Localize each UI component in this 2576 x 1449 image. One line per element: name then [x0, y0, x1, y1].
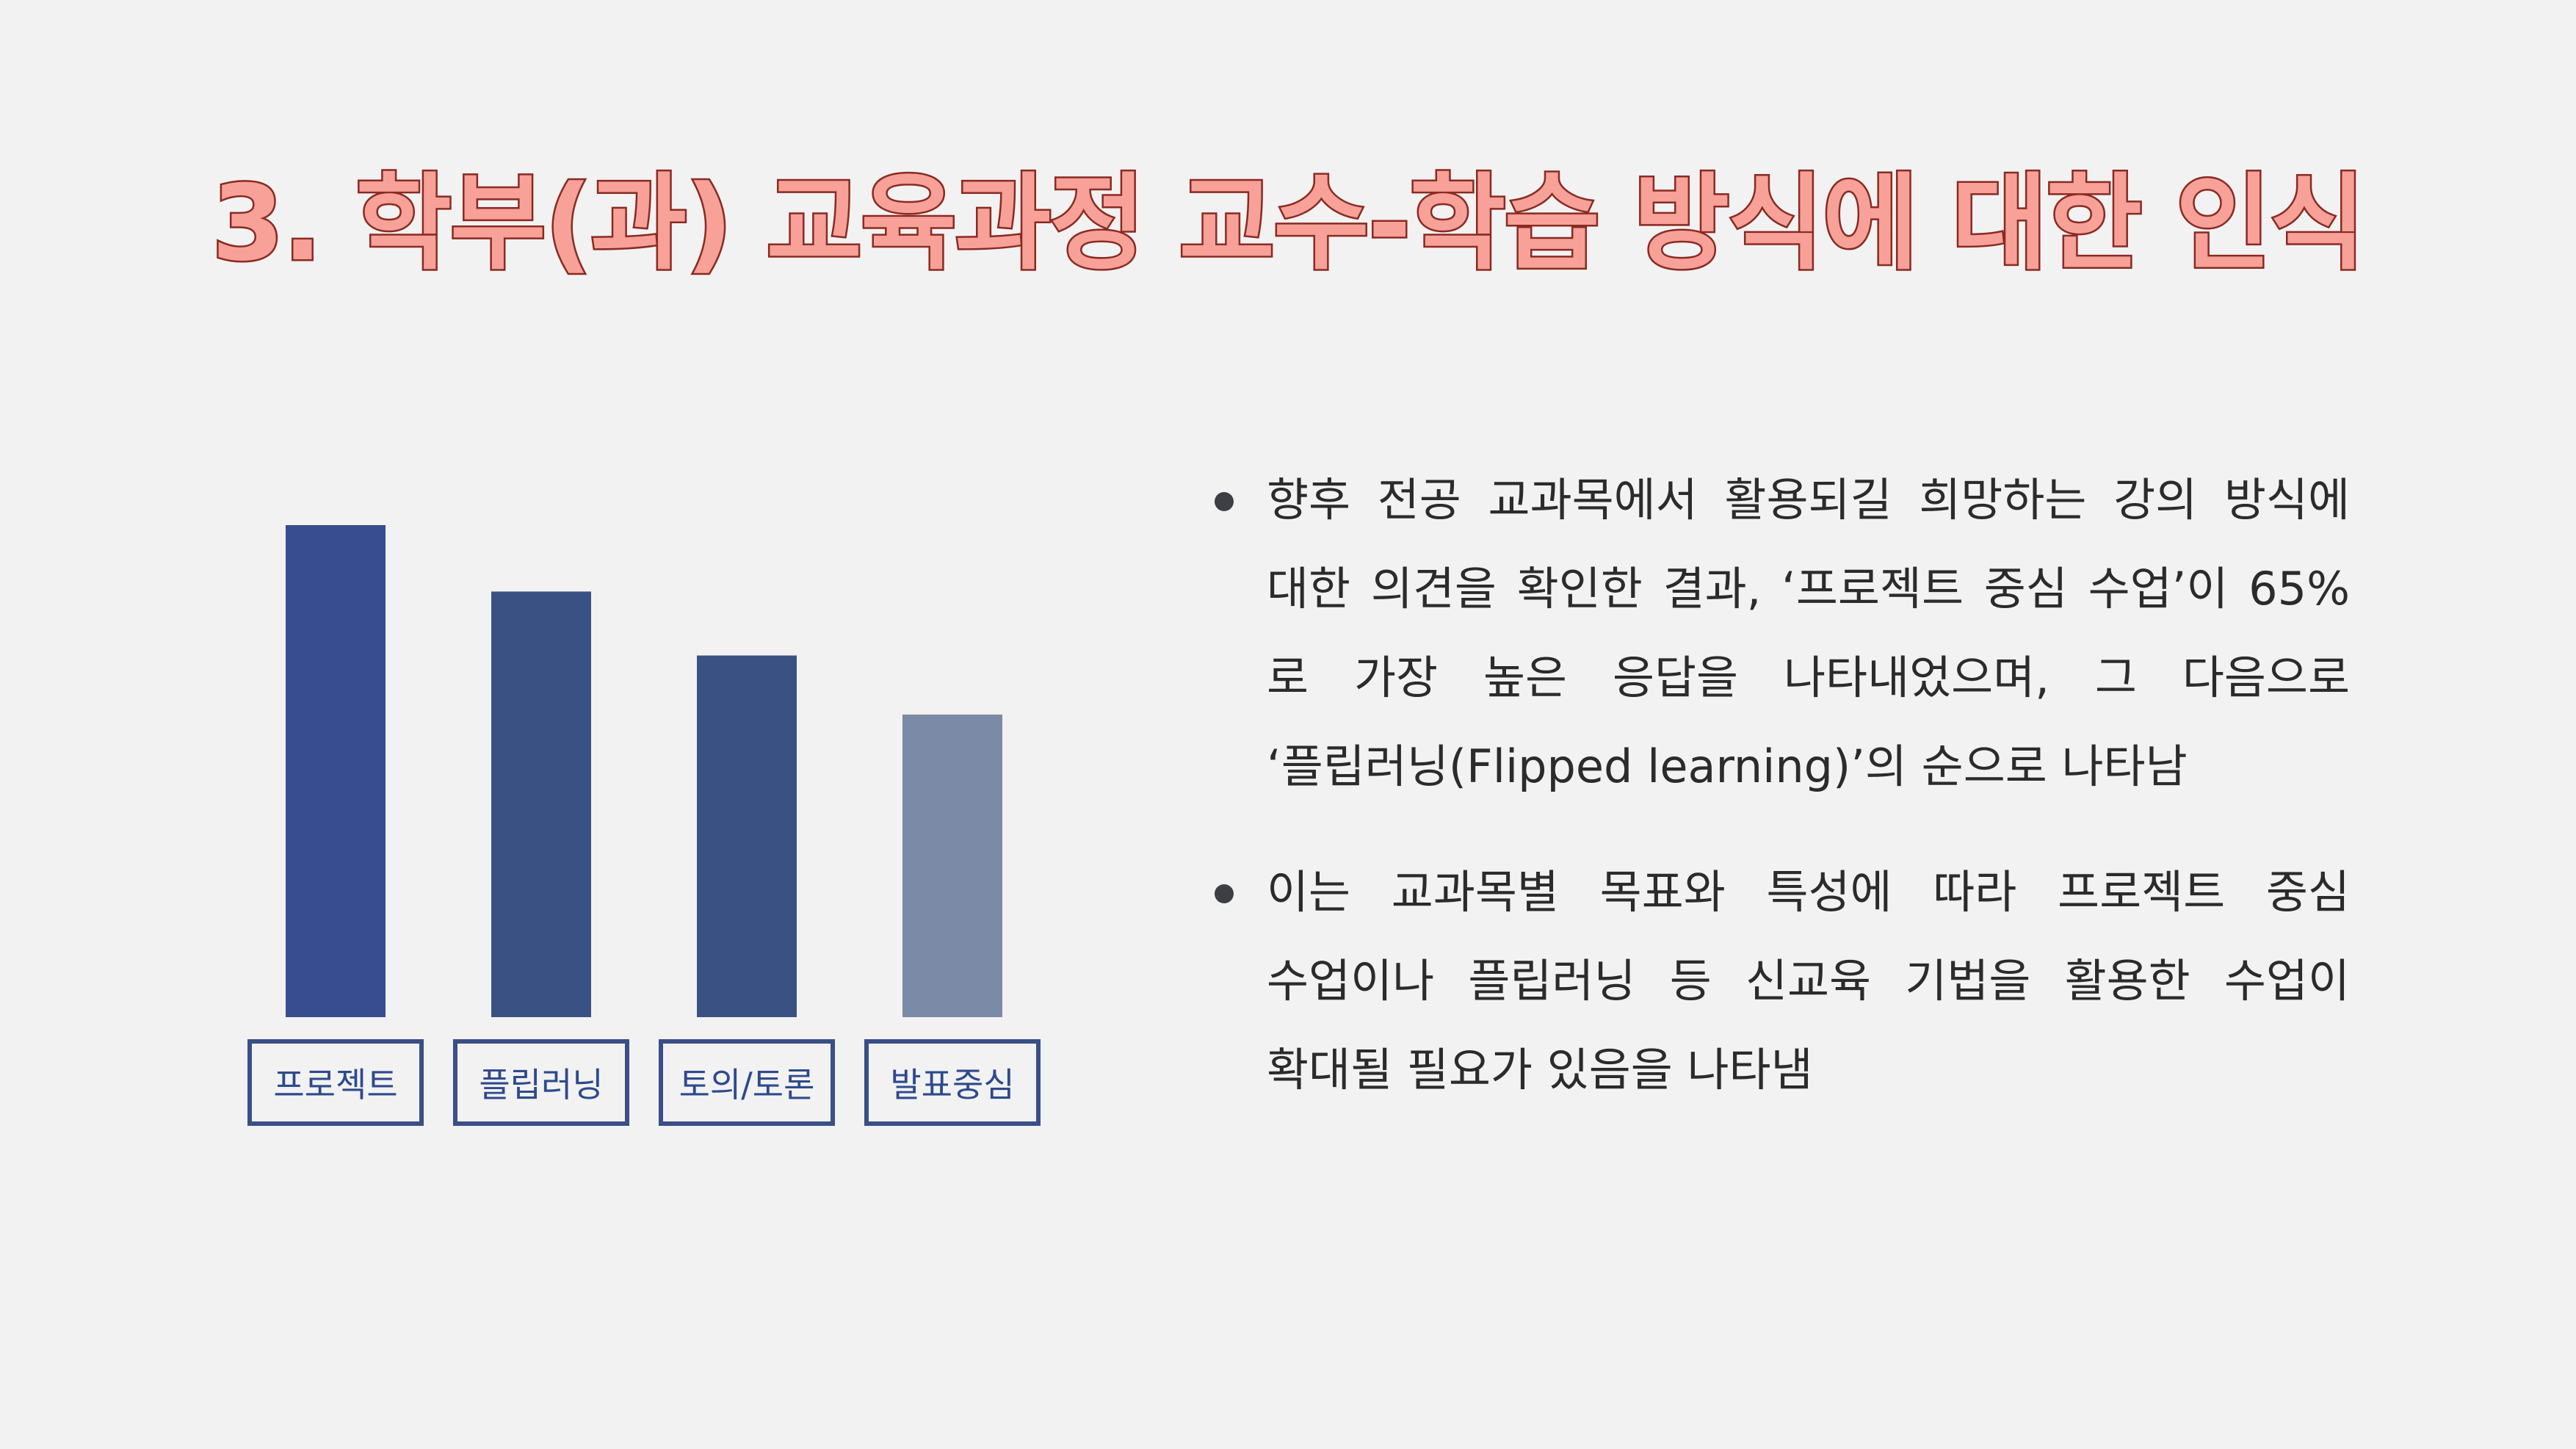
bar-4 [902, 714, 1002, 1017]
bar-1 [286, 525, 386, 1017]
page-title: 3. 학부(과) 교육과정 교수-학습 방식에 대한 인식 [210, 162, 2368, 286]
bullet-dot-icon [1215, 492, 1234, 511]
bullet-item-1: 향후 전공 교과목에서 활용되길 희망하는 강의 방식에 대한 의견을 확인한 … [1204, 455, 2350, 811]
category-label-1: 프로젝트 [247, 1039, 424, 1126]
bullet-text-1: 향후 전공 교과목에서 활용되길 희망하는 강의 방식에 대한 의견을 확인한 … [1267, 473, 2350, 793]
bar-chart-plot [286, 525, 1002, 1017]
bar-2 [491, 591, 591, 1017]
bullet-list: 향후 전공 교과목에서 활용되길 희망하는 강의 방식에 대한 의견을 확인한 … [1204, 455, 2350, 1151]
bullet-item-2: 이는 교과목별 목표와 특성에 따라 프로젝트 중심 수업이나 플립러닝 등 신… [1204, 848, 2350, 1114]
category-label-2: 플립러닝 [453, 1039, 629, 1126]
bullet-dot-icon [1215, 884, 1234, 903]
bar-3 [697, 655, 797, 1017]
category-label-3: 토의/토론 [659, 1039, 835, 1126]
category-label-4: 발표중심 [864, 1039, 1041, 1126]
bar-chart: 프로젝트 플립러닝 토의/토론 발표중심 [220, 470, 1087, 1146]
bullet-text-2: 이는 교과목별 목표와 특성에 따라 프로젝트 중심 수업이나 플립러닝 등 신… [1267, 865, 2350, 1096]
